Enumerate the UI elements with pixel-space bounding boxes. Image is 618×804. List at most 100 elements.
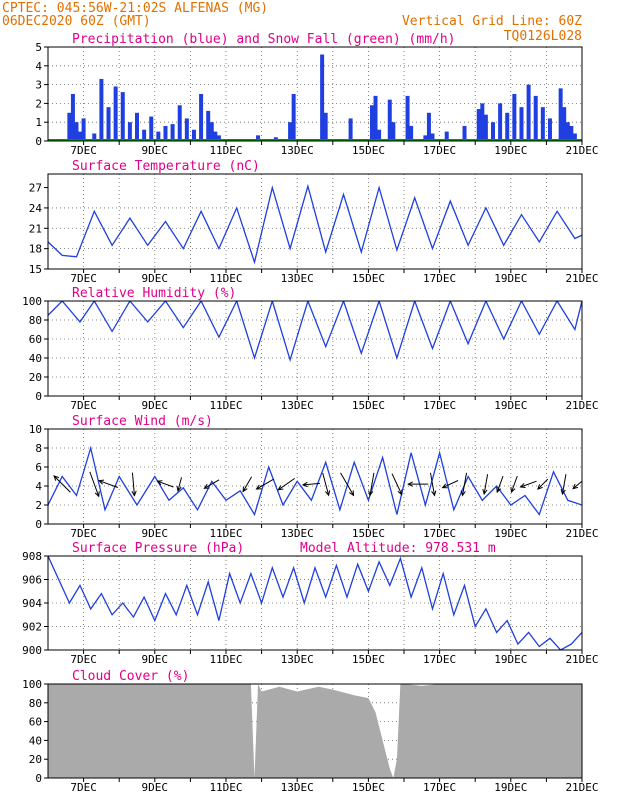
cloud-ytick-label: 60 — [29, 716, 42, 729]
rh-panel: 0 20 40 60 80 100 7DEC 9DEC 11DEC 13DEC 15DEC 17DEC… — [22, 286, 598, 412]
precip-panel: 0 1 2 3 4 5 7DEC 9DEC 11DEC 13DEC 15DEC 17DEC 19DEC 2… — [35, 32, 598, 157]
wind-arrow — [391, 473, 403, 496]
cloud-frame — [47, 683, 583, 779]
header-code: TQ0126L028 — [504, 29, 582, 44]
cloud-date-label: 9DEC — [142, 781, 169, 794]
pres-ytick-label: 900 — [22, 644, 42, 657]
wind-arrow-shaft — [204, 479, 220, 489]
precip-date-label: 9DEC — [142, 144, 169, 157]
rh-date-label: 7DEC — [70, 399, 97, 412]
precip-ytick-label: 1 — [35, 116, 42, 129]
rh-ytick-label: 0 — [35, 390, 42, 403]
pres-ytick-label: 906 — [22, 574, 42, 587]
wind-arrow-shaft — [496, 475, 504, 493]
precip-bar — [491, 122, 495, 141]
wind-arrow-head — [94, 491, 100, 498]
wind-arrow-head — [441, 483, 448, 489]
precip-bar — [320, 54, 325, 141]
temp-title: Surface Temperature (nC) — [72, 159, 260, 174]
wind-arrow — [496, 475, 504, 494]
wind-date-label: 19DEC — [494, 527, 527, 540]
wind-arrow-shaft — [561, 474, 567, 495]
precip-bar — [565, 122, 570, 141]
wind-arrow-head — [203, 483, 210, 489]
wind-date-label: 17DEC — [423, 527, 456, 540]
pres-subtitle: Model Altitude: 978.531 m — [300, 541, 496, 556]
precip-bar — [526, 84, 531, 141]
precip-bar — [444, 131, 449, 141]
precip-bar — [540, 107, 545, 141]
temp-date-label: 13DEC — [281, 272, 314, 285]
precip-bar — [476, 109, 481, 141]
cloud-area — [48, 684, 582, 778]
temp-date-label: 21DEC — [565, 272, 598, 285]
cloud-date-label: 19DEC — [494, 781, 527, 794]
precip-bar — [177, 105, 182, 141]
wind-arrow — [441, 480, 459, 489]
precip-frame — [47, 46, 583, 142]
wind-arrow — [429, 472, 437, 497]
precip-bar — [387, 99, 392, 141]
wind-arrow-shaft — [278, 477, 295, 491]
precip-bar — [377, 129, 382, 141]
precip-bar — [569, 125, 574, 141]
precip-bar — [512, 94, 517, 141]
wind-arrow — [255, 478, 275, 490]
pres-date-label: 19DEC — [494, 653, 527, 666]
temp-line — [48, 183, 582, 265]
precip-date-label: 21DEC — [565, 144, 598, 157]
precip-bar — [209, 122, 214, 141]
header-grid-note: Vertical Grid Line: 60Z — [402, 14, 582, 29]
wind-arrow-head — [349, 490, 355, 497]
wind-arrow-head — [496, 487, 502, 494]
wind-arrow-shaft — [483, 474, 489, 495]
temp-ytick-label: 15 — [29, 263, 42, 276]
wind-arrow — [131, 472, 137, 497]
rh-ytick-label: 60 — [29, 333, 42, 346]
wind-arrow — [176, 477, 183, 492]
precip-bar — [558, 88, 563, 141]
rh-ytick-label: 40 — [29, 352, 42, 365]
pres-ytick-label: 902 — [22, 621, 42, 634]
cloud-ytick-label: 20 — [29, 753, 42, 766]
precip-bar — [149, 116, 154, 141]
wind-arrow — [572, 480, 582, 490]
rh-date-label: 9DEC — [142, 399, 169, 412]
pres-ytick-label: 904 — [22, 597, 42, 610]
wind-arrow — [510, 475, 518, 494]
wind-date-label: 7DEC — [70, 527, 97, 540]
precip-bar — [216, 135, 221, 141]
wind-arrow-head — [176, 485, 182, 492]
precip-bar — [519, 107, 524, 141]
temp-panel: 15 18 21 24 27 7DEC 9DEC 11DEC 13DEC 15DEC 17DEC 19… — [29, 159, 599, 285]
rh-ytick-label: 100 — [22, 295, 42, 308]
precip-bar — [547, 118, 552, 141]
precip-bar — [191, 129, 196, 141]
wind-arrow — [482, 474, 489, 496]
precip-bar — [184, 118, 189, 141]
precip-bar — [498, 103, 503, 141]
cloud-date-label: 21DEC — [565, 781, 598, 794]
wind-arrow-shaft — [242, 476, 253, 492]
precip-bar — [348, 118, 353, 141]
precip-bar — [562, 107, 567, 141]
wind-arrow-head — [510, 487, 516, 494]
wind-arrow — [519, 480, 537, 489]
wind-arrow-shaft — [462, 472, 468, 496]
wind-arrow-head — [397, 489, 403, 496]
precip-bar — [462, 125, 467, 141]
precip-bar — [170, 124, 175, 141]
wind-ytick-label: 0 — [35, 518, 42, 531]
rh-line — [48, 301, 582, 363]
wind-arrow-shaft — [89, 471, 100, 497]
wind-arrow-head — [519, 483, 526, 489]
precip-date-label: 7DEC — [70, 144, 97, 157]
precip-bar — [206, 110, 211, 141]
wind-arrow-shaft — [572, 480, 582, 489]
pres-ytick-label: 908 — [22, 550, 42, 563]
precip-bar — [156, 131, 161, 141]
wind-arrow-head — [368, 490, 374, 497]
wind-arrow — [560, 474, 567, 496]
